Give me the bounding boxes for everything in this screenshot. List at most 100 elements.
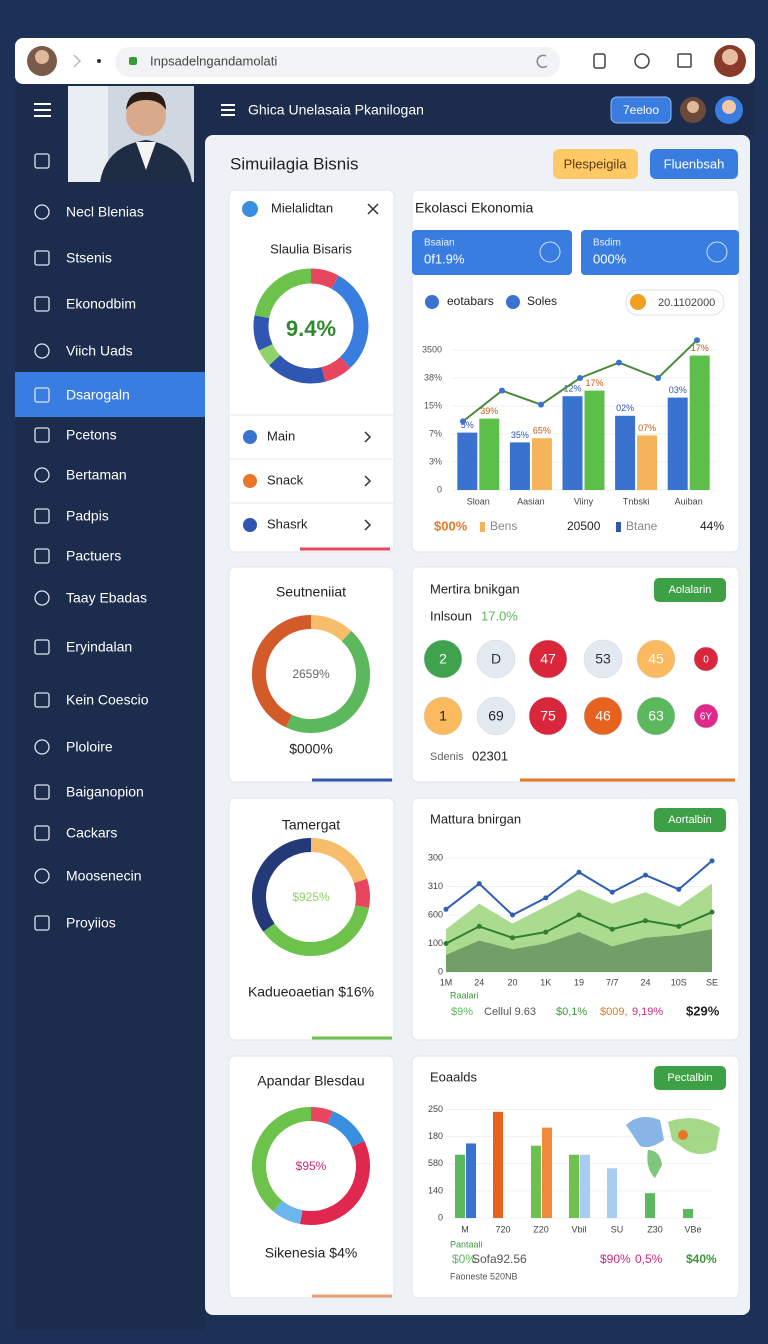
sidebar-item[interactable]: Bertaman [66,467,127,483]
footer-label: Raalari [450,990,479,1000]
line-point [616,359,622,366]
bar [645,1193,655,1218]
donut-segment [263,905,369,956]
line-point [443,941,449,946]
data-label: 02% [616,403,634,413]
footer-swatch [480,522,485,532]
sidebar-item[interactable]: Taay Ebadas [66,590,147,606]
sidebar-icon [34,784,50,800]
button-label[interactable]: Fluenbsah [664,156,725,171]
header-button-label[interactable]: 7eeloo [623,103,659,117]
chat-icon [634,53,650,69]
menu-item[interactable]: Snack [267,472,304,487]
bubble-label: 75 [540,708,556,724]
button-label[interactable]: Plespeigila [564,156,628,171]
bubble [583,696,623,736]
line-point [510,912,515,918]
donut-segment [252,1107,312,1212]
card [228,1055,395,1299]
card-button[interactable] [654,578,726,602]
bar [580,1154,590,1218]
header-menu [221,114,235,116]
sidebar-item[interactable]: Pcetons [66,427,117,443]
bubble-label: 6Y [700,712,713,723]
data-label: 12% [563,384,581,394]
nav-dot [97,59,101,63]
card [228,797,395,1041]
button-label[interactable]: Aolalarin [669,584,712,596]
card-button[interactable] [654,1066,726,1090]
bar [562,396,583,490]
x-tick-label: 1M [440,977,453,987]
donut-segment [269,354,326,384]
sidebar-item[interactable]: Pactuers [66,548,121,564]
chevron [364,431,372,443]
footer-text: 0,5% [635,1252,663,1266]
line-point [643,918,648,924]
sidebar-item[interactable]: Baiganopion [66,784,144,800]
donut-segment [321,356,351,382]
y-tick-label: 180 [428,1131,443,1141]
line-point [643,872,648,878]
x-tick-label: 10S [671,977,687,987]
donut-segment [252,615,312,728]
sidebar-item[interactable]: Cackars [66,825,117,841]
share-icon [593,53,606,69]
sidebar-item[interactable]: Stsenis [66,250,112,266]
button-label[interactable]: Pectalbin [667,1072,712,1084]
data-label: 35% [511,430,529,440]
bar [689,355,710,490]
sidebar-item[interactable]: Kein Coescio [66,692,149,708]
donut-center: $925% [292,890,330,904]
bar [542,1127,552,1218]
sidebar-icon [34,915,50,931]
x-tick-label: Viiny [574,496,594,506]
map-shape [647,1150,662,1178]
sidebar-icon [34,250,50,266]
donut-center: $95% [296,1159,327,1173]
x-tick-label: 24 [640,977,650,987]
sidebar-active[interactable] [15,372,205,417]
line-point [577,375,583,381]
y-tick-label: 0 [437,484,442,494]
sidebar-item[interactable]: Padpis [66,508,109,524]
footer-text: 9,19% [632,1006,663,1018]
bar [637,435,658,490]
footer-note: Faoneste [450,1271,488,1281]
map-shape [626,1116,664,1148]
line-point [543,895,549,901]
sidebar-item[interactable]: Ploloire [66,739,113,755]
sidebar-item[interactable]: Dsarogaln [66,387,130,403]
sidebar-icon [34,296,50,312]
line-point [476,881,482,887]
bubble [636,639,676,679]
sidebar-icon [34,467,50,483]
footer-text: Cellul 9.63 [484,1006,536,1018]
sidebar-item[interactable]: Ekonodbim [66,296,136,312]
menu-toggle [34,115,51,117]
button-label[interactable]: Aortalbin [668,814,711,826]
bar [457,432,478,490]
sidebar-item[interactable]: Eryindalan [66,639,132,655]
menu-toggle [34,109,51,111]
area [446,929,712,972]
menu-item[interactable]: Main [267,428,295,443]
secondary-button[interactable] [650,149,738,179]
legend-swatch [506,295,520,309]
bar [667,397,688,490]
sidebar-item[interactable]: Proyiios [66,915,116,931]
sidebar-item[interactable]: Moosenecin [66,868,142,884]
menu-item[interactable]: Shasrk [267,516,308,531]
y-tick-label: 7% [429,428,442,438]
x-tick-label: Auiban [675,496,703,506]
card-footer: Kadueoaetian $16% [248,984,374,1000]
sidebar-item[interactable]: Necl Blenias [66,204,144,220]
x-tick-label: SU [611,1224,624,1234]
footer-text: $90% [600,1252,631,1266]
card-button[interactable] [654,808,726,832]
donut-center: 2659% [292,667,330,681]
sidebar-item[interactable]: Viich Uads [66,343,133,359]
header-button[interactable] [610,96,672,124]
primary-button[interactable] [553,149,638,179]
bubble [423,639,463,679]
